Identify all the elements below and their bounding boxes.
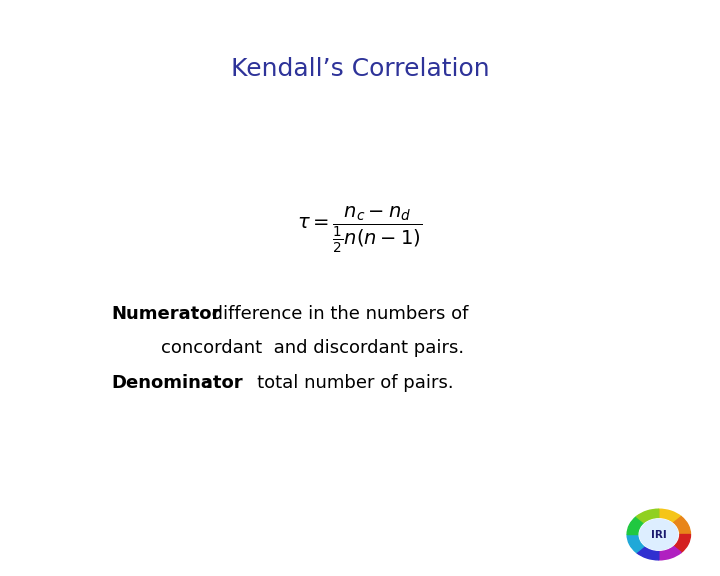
Text: :  difference in the numbers of: : difference in the numbers of: [194, 305, 469, 323]
Wedge shape: [636, 509, 659, 524]
Text: IRI: IRI: [651, 529, 667, 540]
Wedge shape: [672, 535, 690, 552]
Text: $\tau = \dfrac{n_c - n_d}{\frac{1}{2}n(n-1)}$: $\tau = \dfrac{n_c - n_d}{\frac{1}{2}n(n…: [297, 206, 423, 255]
Wedge shape: [659, 545, 681, 560]
Wedge shape: [659, 509, 681, 524]
Text: :        total number of pairs.: : total number of pairs.: [205, 374, 454, 392]
Circle shape: [640, 520, 678, 550]
Text: Denominator: Denominator: [112, 374, 243, 392]
Wedge shape: [627, 535, 645, 552]
Circle shape: [639, 519, 678, 550]
Wedge shape: [627, 517, 645, 535]
Text: concordant  and discordant pairs.: concordant and discordant pairs.: [161, 339, 464, 358]
Text: Kendall’s Correlation: Kendall’s Correlation: [230, 57, 490, 81]
Text: Numerator: Numerator: [112, 305, 221, 323]
Wedge shape: [636, 545, 659, 560]
Wedge shape: [672, 517, 690, 535]
